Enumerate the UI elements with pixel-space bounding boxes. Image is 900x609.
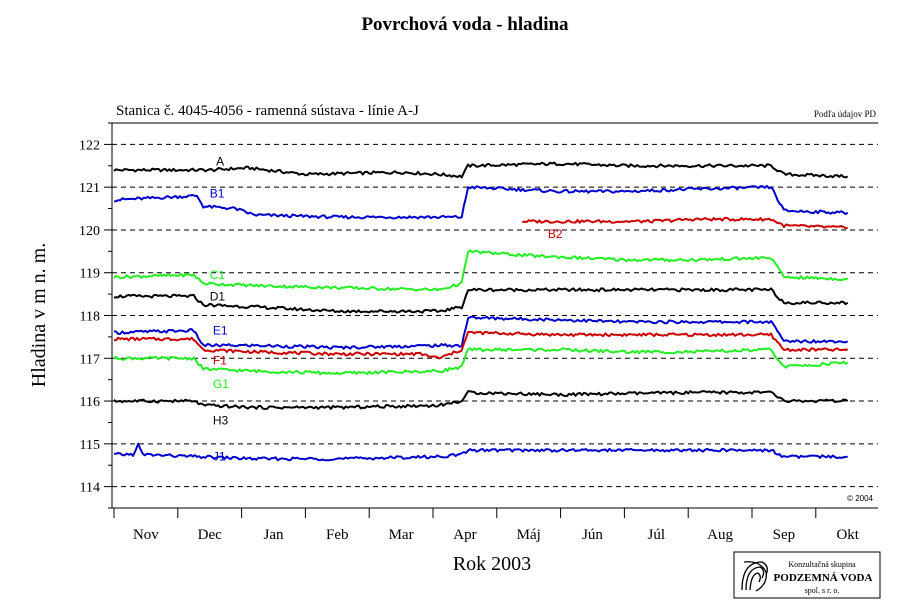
series-line-d1 (113, 287, 849, 314)
x-tick-label: Okt (836, 527, 859, 543)
source-note: Podľa údajov PD (814, 109, 877, 119)
series-label-c1: C1 (210, 268, 226, 282)
x-tick-label: Mar (389, 527, 414, 543)
series-label-e1: E1 (213, 323, 228, 337)
series-labels: A B1 B2 C1 D1 E1 F1 G1 H3 J1 (210, 155, 563, 464)
x-tick-label: Apr (453, 527, 476, 543)
x-tick-label: Máj (517, 527, 541, 543)
logo-frame (733, 551, 881, 599)
series-label-b2: B2 (548, 227, 563, 241)
page-title: Povrchová voda - hladina (361, 14, 569, 35)
logo-line3: spol. s r. o. (805, 586, 840, 595)
x-tick-label: Jún (582, 527, 603, 543)
x-tick-label: Dec (198, 527, 222, 543)
series-line-b2 (522, 216, 848, 230)
series-label-j1: J1 (213, 450, 226, 464)
y-axis-title: Hladina v m n. m. (28, 243, 50, 387)
series-line-c1 (113, 249, 848, 292)
gridlines (112, 143, 878, 488)
y-tick-label: 115 (80, 438, 100, 453)
series-line-f1 (114, 330, 848, 360)
y-tick-label: 117 (80, 352, 100, 367)
x-tick-label: Sep (773, 527, 796, 543)
y-tick-label: 120 (79, 224, 100, 239)
series-label-h3: H3 (213, 413, 229, 427)
y-tick-label: 122 (79, 138, 100, 153)
x-tick-label: Nov (133, 527, 159, 543)
logo-swirl-icon (741, 561, 768, 592)
series-label-b1: B1 (210, 187, 225, 201)
company-logo: Konzultačná skupina PODZEMNÁ VODA spol. … (733, 551, 881, 599)
series-line-e1 (113, 315, 849, 350)
x-tick-label: Aug (707, 527, 733, 543)
series-line-g1 (113, 347, 849, 376)
y-tick-label: 118 (80, 310, 100, 325)
y-tick-label: 121 (79, 181, 100, 196)
series-lines (113, 161, 849, 462)
chart-subtitle: Stanica č. 4045-4056 - ramenná sústava -… (116, 103, 419, 119)
series-line-a (113, 161, 849, 179)
x-tick-label: Feb (326, 527, 349, 543)
y-tick-label: 114 (80, 481, 100, 496)
y-tick-label: 116 (80, 395, 100, 410)
series-label-f1: F1 (213, 353, 227, 367)
x-tick-label: Júl (648, 527, 666, 543)
y-ticks: 114 115 116 117 118 119 120 121 122 (79, 122, 112, 509)
series-label-d1: D1 (210, 289, 226, 303)
x-axis-title: Rok 2003 (453, 553, 531, 575)
series-label-g1: G1 (213, 377, 229, 391)
series-line-j1 (113, 442, 848, 462)
series-label-a: A (216, 155, 224, 169)
x-ticks: Nov Dec Jan Feb Mar Apr Máj Jún Júl Aug Sep Okt (113, 508, 860, 543)
x-tick-label: Jan (264, 527, 284, 543)
y-tick-label: 119 (80, 267, 100, 282)
series-line-b1 (113, 184, 849, 220)
series-line-h3 (113, 390, 849, 410)
logo-line2: PODZEMNÁ VODA (774, 572, 873, 584)
logo-line1: Konzultačná skupina (788, 560, 856, 569)
copyright-note: © 2004 (847, 494, 873, 503)
